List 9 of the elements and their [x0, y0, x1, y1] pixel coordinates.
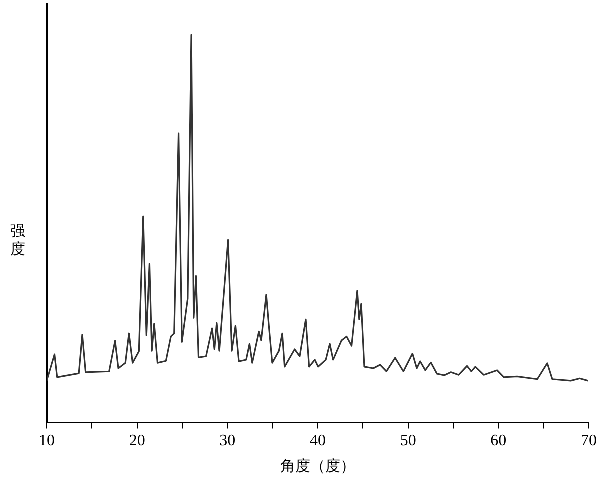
x-tick-label: 70 — [581, 432, 597, 450]
y-axis-title: 强度 — [10, 222, 26, 258]
x-axis-title: 角度（度） — [280, 456, 356, 475]
x-tick-label: 50 — [400, 432, 416, 450]
x-tick-label: 60 — [490, 432, 507, 450]
x-tick-label: 10 — [39, 432, 55, 450]
x-tick-label: 40 — [310, 432, 326, 450]
x-tick-label: 20 — [129, 432, 146, 450]
x-tick-label: 30 — [220, 432, 236, 450]
